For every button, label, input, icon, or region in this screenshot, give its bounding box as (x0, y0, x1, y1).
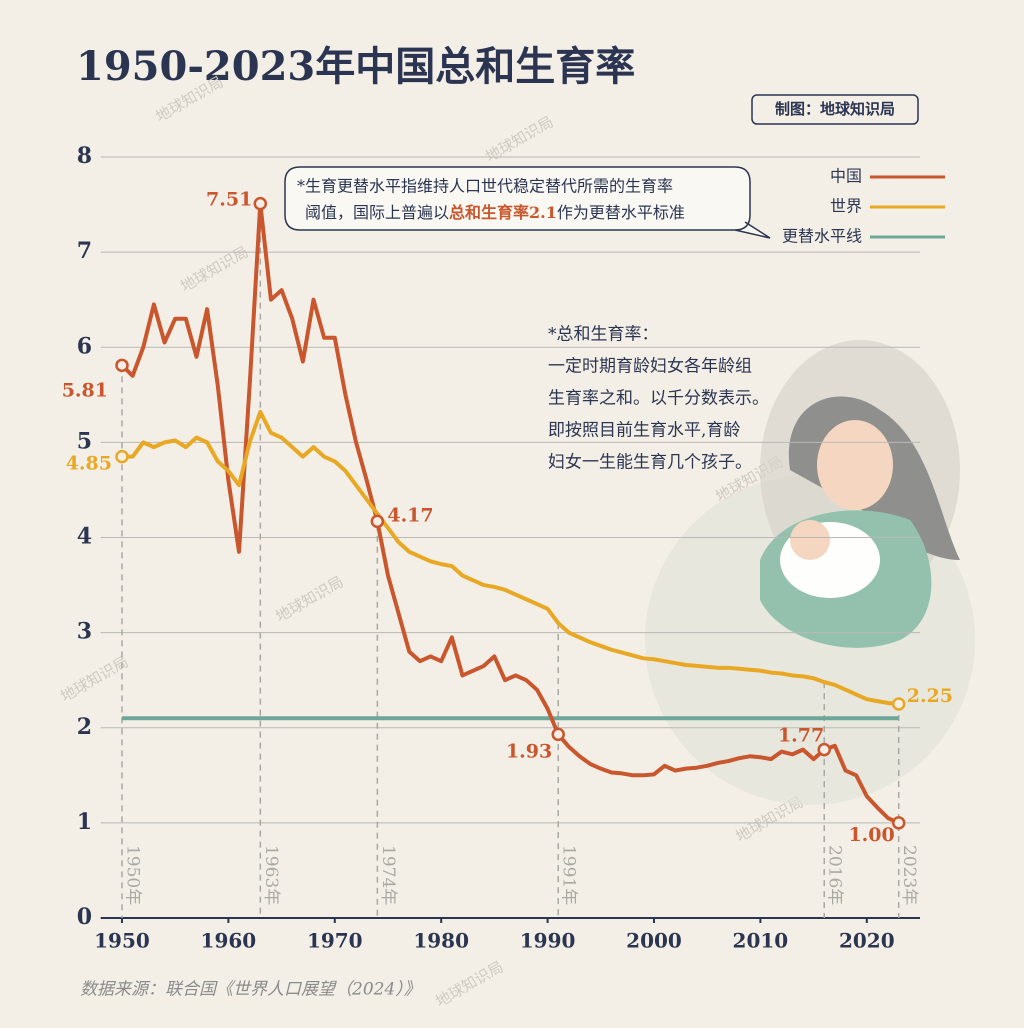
y-tick-label: 7 (77, 238, 92, 264)
y-tick-label: 1 (77, 809, 92, 835)
series-line (120, 201, 900, 825)
x-tick-label: 1970 (307, 929, 363, 953)
series-line (121, 409, 899, 706)
data-label: 4.85 (66, 453, 112, 475)
illustration (645, 340, 975, 805)
legend-label: 世界 (830, 197, 862, 216)
definition-line: *总和生育率： (548, 325, 659, 345)
note-line: *生育更替水平指维持人口世代稳定替代所需的生育率 (297, 177, 673, 196)
point-marker (817, 742, 831, 757)
highlight-label: 1963年 (261, 845, 281, 905)
point-marker (115, 358, 129, 373)
x-tick-label: 2000 (626, 929, 682, 953)
data-label: 5.81 (62, 379, 108, 401)
point-marker (551, 727, 565, 742)
note-text: 阈值，国际上普遍以 (305, 203, 449, 222)
y-tick-label: 3 (77, 619, 92, 645)
definition-line: 即按照目前生育水平,育龄 (548, 421, 740, 441)
definition-line: 妇女一生能生育几个孩子。 (548, 453, 752, 473)
x-tick-label: 2010 (733, 929, 789, 953)
source: 数据来源：联合国《世界人口展望（2024）》 (80, 980, 421, 1000)
note-bubble (284, 166, 771, 239)
definition-line: 一定时期育龄妇女各年龄组 (548, 357, 752, 377)
note-text: 作为更替水平标准 (557, 203, 685, 222)
y-tick-label: 6 (77, 333, 92, 359)
point-marker (891, 816, 906, 830)
point-marker (253, 196, 268, 211)
y-tick-label: 2 (77, 714, 92, 740)
x-tick-label: 1950 (94, 929, 150, 953)
face (817, 420, 893, 510)
definition: *总和生育率： 一定时期育龄妇女各年龄组生育率之和。以千分数表示。即按照目前生育水… (548, 325, 769, 473)
x-tick-label: 1990 (520, 929, 576, 953)
y-tick-label: 0 (77, 904, 92, 930)
point-marker (891, 697, 906, 711)
note-highlight: 总和生育率2.1 (449, 203, 557, 222)
y-tick-label: 4 (77, 524, 92, 550)
credit: 制图：地球知识局 (775, 100, 895, 118)
note-line: 阈值，国际上普遍以总和生育率2.1作为更替水平标准 (305, 203, 685, 222)
highlight-label: 1950年 (122, 845, 142, 905)
data-label: 1.77 (778, 725, 824, 747)
highlight-label: 1991年 (559, 845, 579, 905)
point-marker (370, 514, 385, 529)
x-tick-label: 1980 (413, 929, 469, 953)
highlight-label: 1974年 (378, 845, 398, 905)
highlight-label: 2016年 (825, 845, 845, 905)
y-tick-label: 5 (77, 428, 92, 454)
y-tick-label: 8 (77, 143, 92, 169)
baby-face (790, 520, 830, 560)
x-tick-label: 2020 (839, 929, 895, 953)
definition-line: 生育率之和。以千分数表示。 (548, 389, 769, 409)
data-label: 7.51 (206, 189, 252, 211)
data-label: 1.93 (506, 740, 552, 762)
credit-box (751, 94, 919, 125)
legend-label: 更替水平线 (782, 227, 862, 246)
data-label: 2.25 (907, 685, 953, 707)
chart-title: 1950-2023年中国总和生育率 (76, 43, 635, 90)
highlight-label: 2023年 (899, 845, 919, 905)
x-tick-label: 1960 (201, 929, 257, 953)
point-marker (115, 449, 129, 464)
data-label: 1.00 (848, 824, 894, 846)
legend-label: 中国 (830, 167, 862, 186)
data-label: 4.17 (387, 504, 433, 526)
